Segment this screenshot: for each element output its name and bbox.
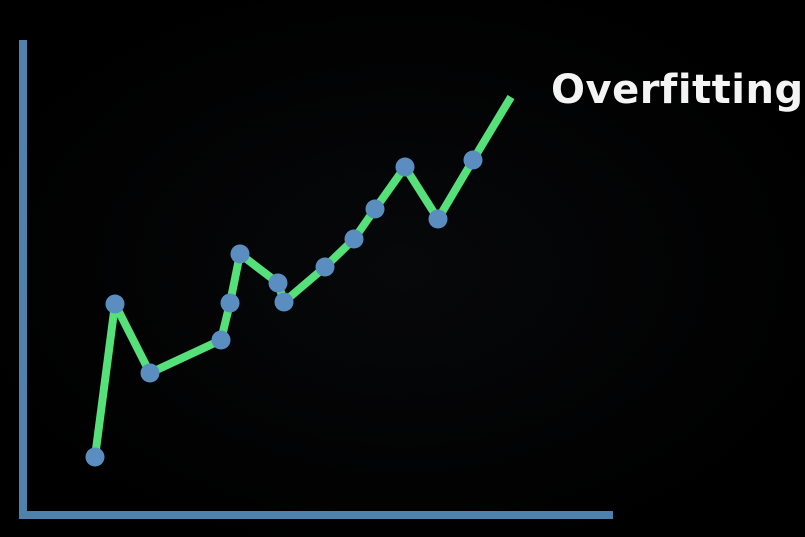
data-point <box>105 294 125 314</box>
data-point <box>85 447 105 467</box>
overfit-curve-layer <box>91 94 515 458</box>
data-point <box>220 293 240 313</box>
data-points-layer <box>85 150 483 467</box>
data-point <box>344 229 364 249</box>
data-point <box>428 209 448 229</box>
data-point <box>395 157 415 177</box>
data-point <box>315 257 335 277</box>
diagram-title: Overfitting <box>551 67 804 113</box>
data-point <box>268 273 288 293</box>
data-point <box>274 292 294 312</box>
data-point <box>230 244 250 264</box>
data-point <box>463 150 483 170</box>
data-point <box>365 199 385 219</box>
data-point <box>211 330 231 350</box>
data-point <box>140 363 160 383</box>
overfit-curve <box>91 94 515 458</box>
